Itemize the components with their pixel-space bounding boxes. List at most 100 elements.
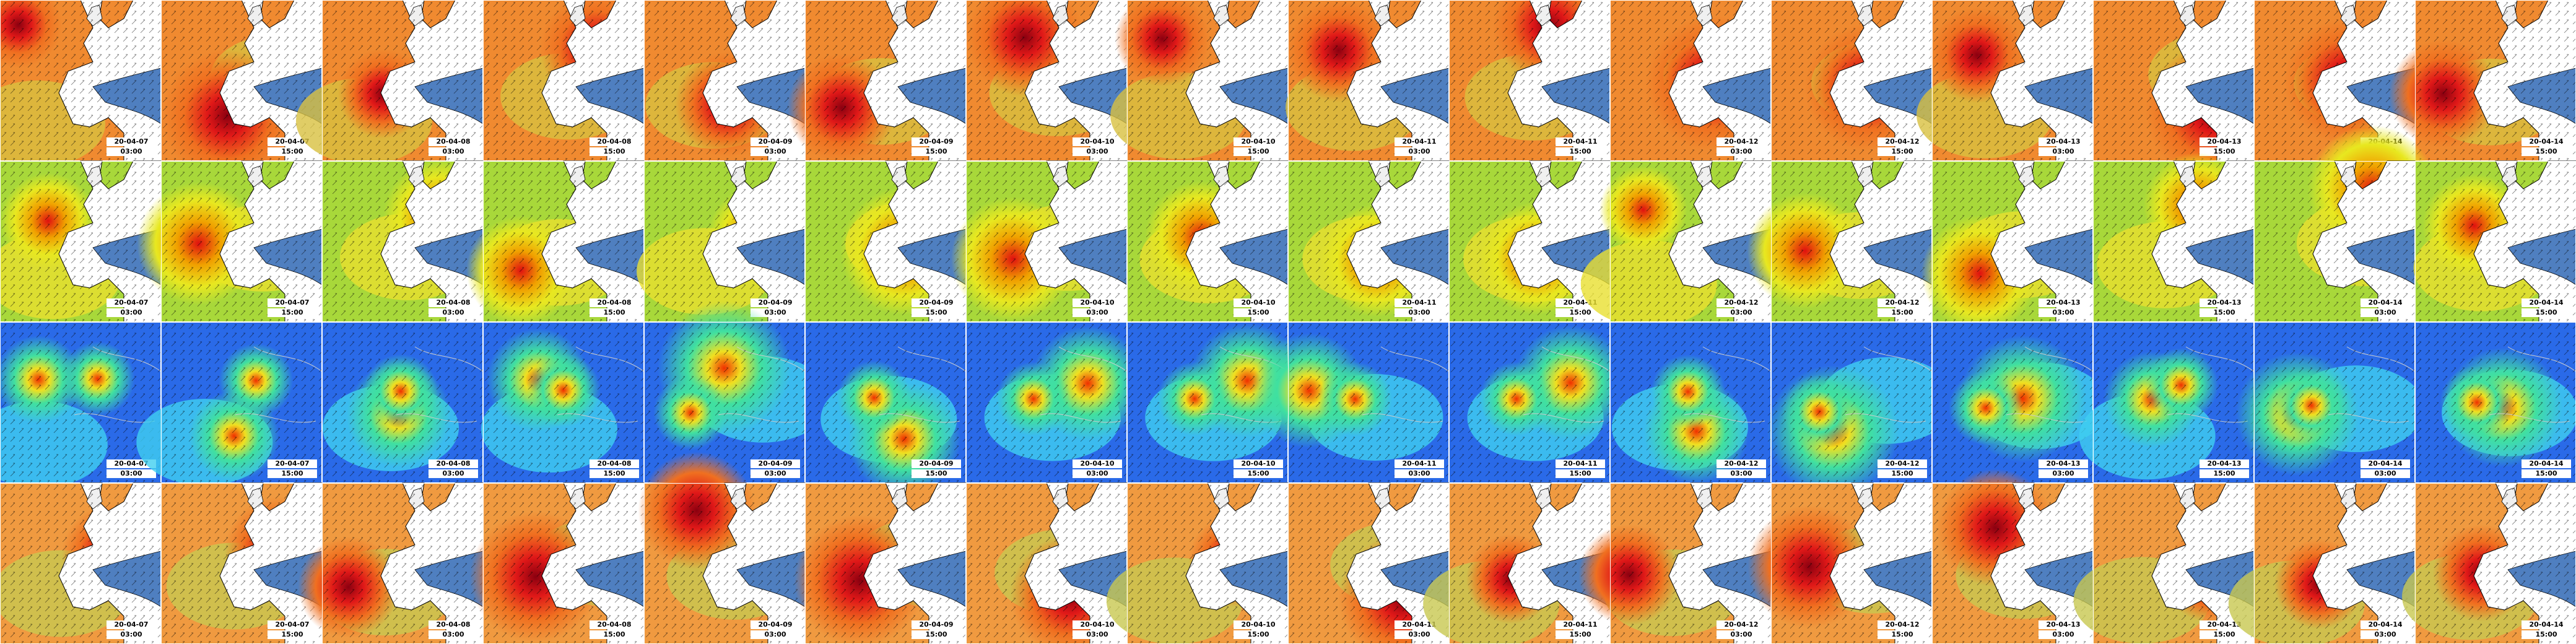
wind-arrows: [2415, 161, 2576, 322]
panel-border: [483, 161, 644, 322]
label-box: [1717, 137, 1766, 146]
wind-arrows: [805, 322, 966, 483]
panel-date: 20-04-12: [1724, 298, 1758, 307]
panel-time: 03:00: [1408, 308, 1430, 316]
panel-date: 20-04-10: [1241, 459, 1275, 468]
panel-time: 15:00: [1891, 469, 1913, 477]
label-box: [2361, 459, 2410, 468]
wind-arrows: [161, 483, 322, 644]
label-box: [912, 459, 961, 468]
label-box: [912, 620, 961, 629]
panel-border: [161, 161, 322, 322]
wind-arrows: [161, 0, 322, 161]
panel-time: 03:00: [2052, 308, 2074, 316]
panel-date: 20-04-11: [1402, 137, 1436, 146]
wind-arrows: [1932, 483, 2093, 644]
panel-time: 15:00: [925, 630, 947, 638]
panel-date: 20-04-12: [1885, 459, 1919, 468]
label-box: [1073, 308, 1122, 317]
label-box: [2522, 630, 2571, 639]
panel-time: 03:00: [120, 147, 142, 155]
panel-date: 20-04-07: [114, 137, 148, 146]
wind-arrows: [1610, 161, 1771, 322]
panel-time: 03:00: [1086, 630, 1108, 638]
label-box: [2039, 459, 2088, 468]
wind-arrows: [1932, 0, 2093, 161]
wind-arrows: [805, 161, 966, 322]
panel-date: 20-04-09: [758, 459, 792, 468]
wind-arrows: [161, 161, 322, 322]
panel-border: [1932, 161, 2093, 322]
label-box: [1717, 147, 1766, 156]
wind-arrows: [1771, 161, 1932, 322]
label-box: [2200, 469, 2249, 478]
panel-time: 15:00: [1891, 630, 1913, 638]
label-box: [268, 459, 317, 468]
panel-date: 20-04-10: [1241, 620, 1275, 629]
panel-date: 20-04-07: [275, 459, 309, 468]
panel-date: 20-04-14: [2529, 137, 2563, 146]
wind-arrows: [644, 483, 805, 644]
wind-arrows: [0, 483, 161, 644]
panel-time: 03:00: [764, 630, 786, 638]
label-box: [1717, 298, 1766, 307]
wind-arrows: [805, 483, 966, 644]
label-box: [268, 630, 317, 639]
panel-time: 15:00: [1569, 308, 1591, 316]
label-box: [590, 630, 639, 639]
label-box: [1556, 459, 1605, 468]
label-box: [1556, 620, 1605, 629]
panel-date: 20-04-10: [1241, 137, 1275, 146]
label-box: [1878, 630, 1927, 639]
panel-date: 20-04-09: [919, 620, 953, 629]
label-box: [1556, 137, 1605, 146]
label-box: [1556, 147, 1605, 156]
label-box: [107, 459, 156, 468]
wind-arrows: [644, 0, 805, 161]
label-box: [1878, 459, 1927, 468]
panel-date: 20-04-12: [1885, 298, 1919, 307]
label-box: [2361, 630, 2410, 639]
label-box: [1234, 298, 1283, 307]
panel-time: 03:00: [2374, 469, 2396, 477]
label-box: [1717, 630, 1766, 639]
wind-arrows: [2415, 322, 2576, 483]
panel-time: 15:00: [2535, 147, 2557, 155]
label-box: [2200, 459, 2249, 468]
label-box: [590, 620, 639, 629]
label-box: [2361, 308, 2410, 317]
wind-arrows: [966, 322, 1127, 483]
panel-time: 03:00: [120, 469, 142, 477]
label-box: [751, 298, 800, 307]
wind-arrows: [966, 161, 1127, 322]
panel-date: 20-04-07: [275, 620, 309, 629]
wind-arrows: [805, 0, 966, 161]
panel-time: 03:00: [2052, 147, 2074, 155]
label-box: [2039, 147, 2088, 156]
label-box: [1234, 137, 1283, 146]
label-box: [429, 137, 478, 146]
panel-date: 20-04-08: [597, 620, 631, 629]
label-box: [1717, 620, 1766, 629]
wind-arrows: [1610, 322, 1771, 483]
wind-arrows: [2254, 161, 2415, 322]
panel-time: 03:00: [764, 469, 786, 477]
label-box: [107, 308, 156, 317]
label-box: [1234, 469, 1283, 478]
label-box: [1395, 298, 1444, 307]
panel-date: 20-04-13: [2207, 620, 2241, 629]
